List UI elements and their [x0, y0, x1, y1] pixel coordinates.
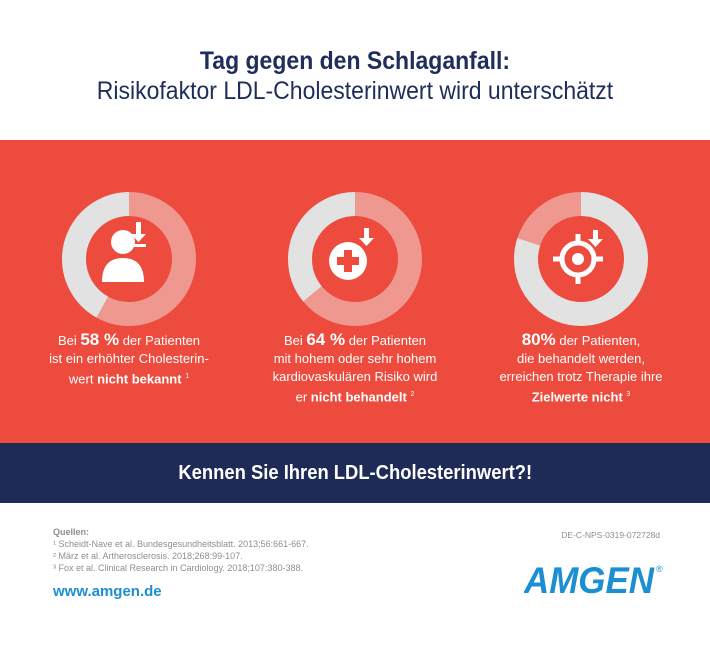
target-crosshair-icon: [514, 192, 648, 326]
medical-cross-download-icon: [288, 192, 422, 326]
source-item-1: ¹ Scheidt-Nave et al. Bundesgesundheitsb…: [53, 539, 309, 549]
page-title: Tag gegen den Schlaganfall:: [199, 47, 511, 75]
sources: Quellen: ¹ Scheidt-Nave et al. Bundesges…: [53, 526, 309, 574]
donut-svg-1: [62, 192, 196, 326]
stat-3: 80% der Patienten, die behandelt werden,…: [476, 140, 686, 443]
donut-svg-2: [288, 192, 422, 326]
stats-band: Bei 58 % der Patienten ist ein erhöhter …: [0, 140, 710, 443]
page-subtitle: Risikofaktor LDL-Cholesterinwert wird un…: [96, 77, 614, 105]
stat-1: Bei 58 % der Patienten ist ein erhöhter …: [24, 140, 234, 443]
stat-caption-3: 80% der Patienten, die behandelt werden,…: [499, 330, 663, 405]
sources-heading: Quellen:: [53, 527, 90, 537]
source-item-2: ² März et al. Artheroscler​osis. 2018;26…: [53, 551, 243, 561]
donut-chart-2: [288, 192, 422, 326]
stat-percent-3: 80%: [521, 330, 556, 349]
stat-caption-1: Bei 58 % der Patienten ist ein erhöhter …: [49, 330, 209, 387]
donut-slice-1-2: [62, 192, 196, 326]
stat-percent-1: 58 %: [80, 330, 120, 349]
cta-text: Kennen Sie Ihren LDL-Cholesterinwert?!: [178, 462, 532, 484]
donut-chart-3: [514, 192, 648, 326]
logo-text: AMGEN: [524, 560, 655, 600]
donut-chart-1: [62, 192, 196, 326]
stat-2: Bei 64 % der Patienten mit hohem oder se…: [250, 140, 460, 443]
donut-svg-3: [514, 192, 648, 326]
website-link[interactable]: www.amgen.de: [53, 583, 162, 600]
stat-percent-2: 64 %: [306, 330, 346, 349]
logo-registered-mark: ®: [656, 564, 663, 574]
stat-caption-2: Bei 64 % der Patienten mit hohem oder se…: [272, 330, 438, 405]
person-download-icon: [62, 192, 196, 326]
source-item-3: ³ Fox et al. Clinical Research in Cardio…: [53, 563, 303, 573]
donut-slice-3-2: [514, 192, 648, 326]
donut-slice-2-2: [288, 192, 422, 326]
title-block: Tag gegen den Schlaganfall: Risikofaktor…: [0, 46, 710, 106]
cta-band: Kennen Sie Ihren LDL-Cholesterinwert?!: [0, 443, 710, 503]
document-code: DE-C-NPS-0319-072728d: [561, 530, 660, 540]
amgen-logo: AMGEN ®: [523, 560, 666, 601]
